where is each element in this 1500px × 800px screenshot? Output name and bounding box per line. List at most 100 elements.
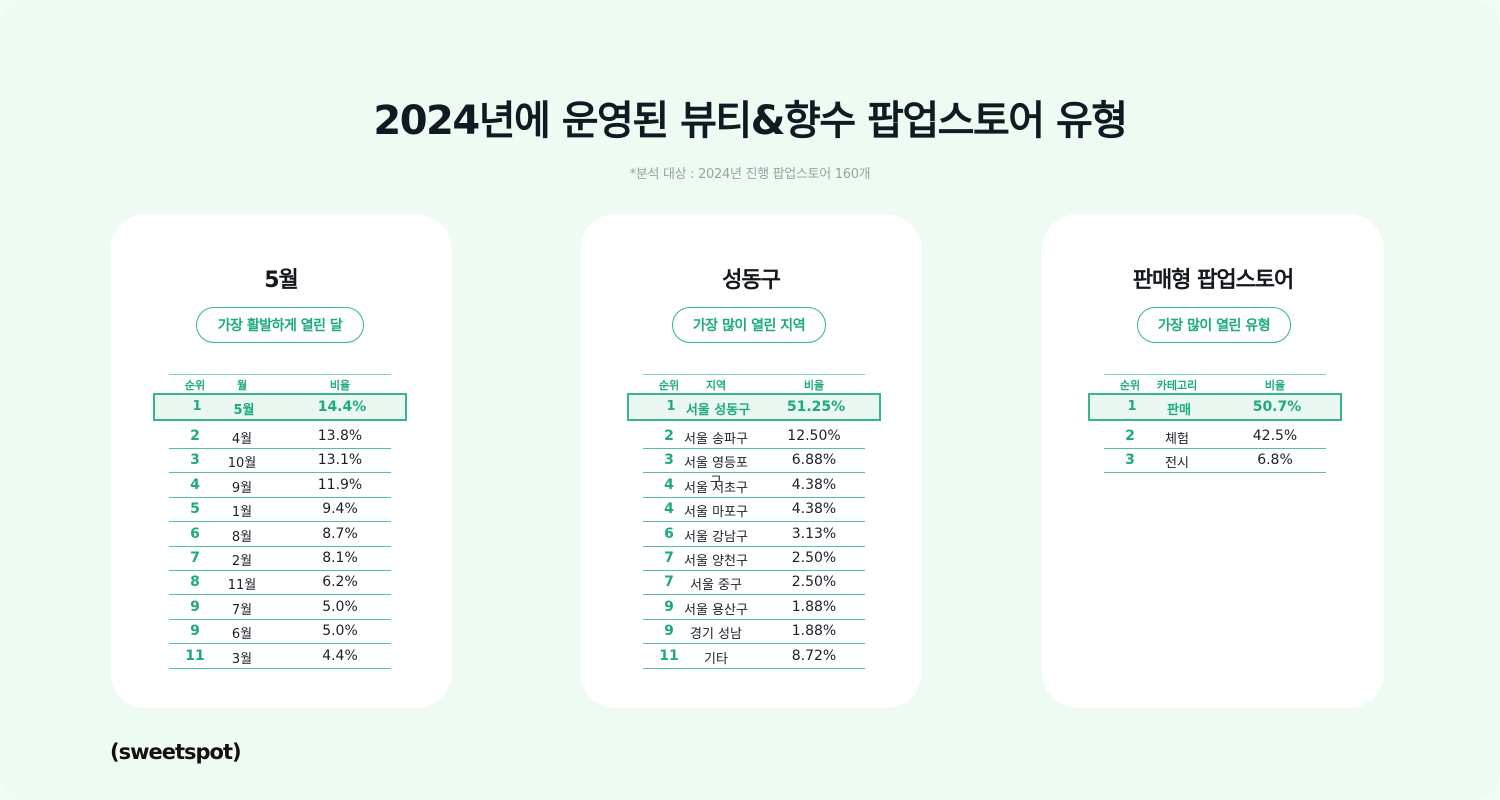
table-row: 7 2월 8.1% bbox=[169, 546, 391, 571]
page-title: 2024년에 운영된 뷰티&향수 팝업스토어 유형 bbox=[373, 98, 1128, 144]
column-header: 월 bbox=[236, 379, 248, 392]
rank-cell: 9 bbox=[664, 623, 674, 640]
name-cell: 기타 bbox=[704, 651, 728, 667]
table-row: 7 서울 중구 2.50% bbox=[643, 570, 865, 596]
value-cell: 51.25% bbox=[786, 399, 846, 415]
name-cell: 4월 bbox=[231, 432, 253, 447]
value-cell: 3.13% bbox=[791, 525, 837, 542]
value-cell: 1.88% bbox=[791, 598, 837, 615]
table-row: 8 11월 6.2% bbox=[169, 570, 391, 596]
column-header: 순위 bbox=[1119, 379, 1141, 392]
card-pill: 가장 활발하게 열린 달 bbox=[196, 307, 364, 343]
rank-cell: 1 bbox=[666, 399, 676, 414]
rank-cell: 8 bbox=[190, 574, 200, 591]
value-cell: 5.0% bbox=[322, 598, 358, 615]
value-cell: 4.38% bbox=[791, 476, 837, 493]
name-cell: 서울 양천구 bbox=[684, 554, 748, 569]
rank-cell: 2 bbox=[190, 428, 200, 444]
table-row: 5 1월 9.4% bbox=[169, 497, 391, 523]
highlighted-top-row: 1 5월 14.4% bbox=[153, 393, 407, 421]
column-header: 순위 bbox=[658, 379, 680, 392]
table-row: 9 경기 성남 1.88% bbox=[643, 619, 865, 645]
table-row: 4 서울 서초구 4.38% bbox=[643, 473, 865, 498]
value-cell: 12.50% bbox=[787, 428, 841, 444]
column-header: 비율 bbox=[329, 379, 351, 392]
value-cell: 8.7% bbox=[322, 525, 358, 542]
name-cell: 11월 bbox=[227, 578, 257, 594]
name-cell: 전시 bbox=[1165, 456, 1189, 472]
name-cell: 7월 bbox=[231, 602, 253, 618]
column-header: 비율 bbox=[803, 379, 825, 392]
card-heading: 5월 bbox=[264, 268, 299, 293]
highlighted-top-row: 1 서울 성동구 51.25% bbox=[627, 393, 881, 421]
card-type bbox=[1042, 214, 1384, 708]
sweetspot-logo: (sweetspot) bbox=[110, 740, 242, 764]
column-header: 지역 bbox=[705, 379, 727, 392]
table-row: 9 7월 5.0% bbox=[169, 595, 391, 620]
value-cell: 6.8% bbox=[1257, 452, 1293, 469]
table-row: 11 기타 8.72% bbox=[643, 644, 865, 669]
column-header: 순위 bbox=[184, 379, 206, 392]
table-row: 3 서울 영등포구 6.88% bbox=[643, 448, 865, 490]
rank-cell: 5 bbox=[190, 501, 200, 518]
name-cell: 9월 bbox=[231, 480, 253, 496]
rank-cell: 3 bbox=[1125, 452, 1135, 469]
rank-cell: 7 bbox=[664, 550, 674, 566]
table-row: 4 9월 11.9% bbox=[169, 473, 391, 498]
value-cell: 4.4% bbox=[322, 647, 358, 664]
rank-cell: 6 bbox=[664, 525, 674, 542]
name-cell: 8월 bbox=[231, 529, 253, 545]
table-header: 순위 지역 비율 bbox=[643, 374, 865, 394]
card-region bbox=[580, 214, 922, 708]
rank-cell: 6 bbox=[190, 525, 200, 542]
rank-cell: 9 bbox=[190, 623, 200, 640]
rank-cell: 3 bbox=[190, 452, 200, 469]
rank-cell: 7 bbox=[664, 574, 674, 591]
name-cell: 서울 용산구 bbox=[684, 602, 748, 618]
highlighted-top-row: 1 판매 50.7% bbox=[1088, 393, 1342, 421]
table-row: 9 6월 5.0% bbox=[169, 619, 391, 645]
name-cell: 서울 마포구 bbox=[684, 505, 748, 521]
name-cell: 10월 bbox=[227, 456, 257, 472]
value-cell: 5.0% bbox=[322, 623, 358, 640]
card-month bbox=[110, 214, 452, 708]
rank-cell: 11 bbox=[185, 647, 205, 664]
value-cell: 1.88% bbox=[791, 623, 837, 640]
table-row: 3 전시 6.8% bbox=[1104, 448, 1326, 474]
card-heading: 성동구 bbox=[722, 268, 781, 293]
table-header: 순위 카테고리 비율 bbox=[1104, 374, 1326, 394]
table-row: 11 3월 4.4% bbox=[169, 644, 391, 669]
name-cell: 3월 bbox=[231, 651, 253, 667]
rank-cell: 4 bbox=[190, 476, 200, 493]
table-row: 6 서울 강남구 3.13% bbox=[643, 522, 865, 547]
table-header: 순위 월 비율 bbox=[169, 374, 391, 394]
table-row: 7 서울 양천구 2.50% bbox=[643, 546, 865, 571]
name-cell: 서울 송파구 bbox=[684, 432, 748, 447]
column-header: 카테고리 bbox=[1156, 379, 1198, 392]
rank-cell: 2 bbox=[1125, 428, 1135, 444]
rank-cell: 1 bbox=[1127, 399, 1137, 414]
rank-cell: 9 bbox=[190, 598, 200, 615]
table-row: 2 체험 42.5% bbox=[1104, 424, 1326, 449]
table-row: 4 서울 마포구 4.38% bbox=[643, 497, 865, 523]
value-cell: 2.50% bbox=[791, 550, 837, 566]
name-cell: 경기 성남 bbox=[690, 627, 742, 643]
page-subtitle: *분석 대상 : 2024년 진행 팝업스토어 160개 bbox=[629, 167, 871, 182]
table-row: 9 서울 용산구 1.88% bbox=[643, 595, 865, 620]
value-cell: 4.38% bbox=[791, 501, 837, 518]
value-cell: 6.88% bbox=[791, 452, 837, 469]
value-cell: 50.7% bbox=[1252, 399, 1302, 415]
value-cell: 6.2% bbox=[322, 574, 358, 591]
name-cell: 1월 bbox=[231, 505, 253, 521]
value-cell: 2.50% bbox=[791, 574, 837, 591]
value-cell: 42.5% bbox=[1252, 428, 1298, 444]
value-cell: 13.8% bbox=[317, 428, 363, 444]
name-cell: 판매 bbox=[1167, 403, 1191, 418]
rank-cell: 3 bbox=[664, 452, 674, 469]
card-pill: 가장 많이 열린 유형 bbox=[1137, 307, 1291, 343]
rank-cell: 2 bbox=[664, 428, 674, 444]
name-cell: 6월 bbox=[231, 627, 253, 643]
value-cell: 9.4% bbox=[322, 501, 358, 518]
table-row: 2 4월 13.8% bbox=[169, 424, 391, 449]
rank-cell: 7 bbox=[190, 550, 200, 566]
